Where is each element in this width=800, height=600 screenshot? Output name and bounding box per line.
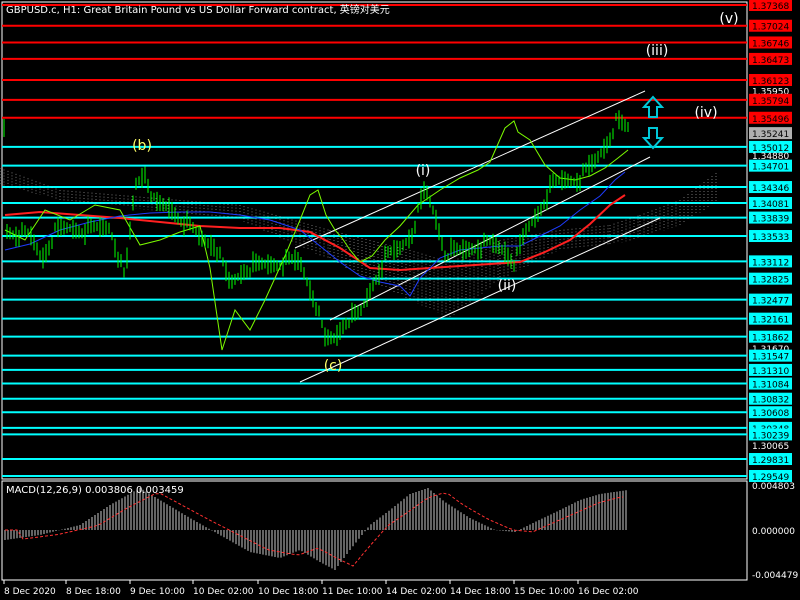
- price-label: 1.32825: [752, 276, 789, 286]
- time-axis: 8 Dec 2020 8 Dec 18:00 9 Dec 10:00 10 Dec 0…: [3, 580, 639, 597]
- price-tag: [749, 453, 792, 466]
- wave-label: (iv): [694, 105, 717, 121]
- price-tag: [749, 377, 792, 390]
- price-label: 1.34701: [752, 163, 789, 173]
- price-label: 1.35794: [752, 97, 789, 107]
- price-label: 1.30065: [752, 442, 789, 452]
- price-tag: [749, 111, 792, 124]
- price-label: 1.31547: [752, 353, 789, 363]
- moving-averages: [4, 120, 629, 351]
- price-tag: [749, 52, 792, 65]
- price-tag: [749, 312, 792, 325]
- wave-label: (b): [132, 138, 152, 154]
- wave-label: (c): [324, 358, 343, 374]
- macd-indicator: [4, 488, 627, 570]
- price-tag: [749, 159, 792, 172]
- price-label: 1.35496: [752, 115, 789, 125]
- wave-label: (iii): [646, 43, 669, 59]
- price-label: 1.36123: [752, 77, 789, 87]
- price-label: 1.37368: [752, 2, 789, 12]
- price-tag: [749, 428, 792, 441]
- price-label: 1.34880: [752, 152, 789, 162]
- price-label: 1.35012: [752, 144, 789, 154]
- macd-signal-line: [5, 492, 624, 567]
- price-label: 1.36746: [752, 39, 789, 49]
- price-tag: [749, 73, 792, 86]
- price-tag: [749, 230, 792, 243]
- price-label: 1.31862: [752, 334, 789, 344]
- channel-upper-line: [294, 90, 646, 249]
- price-label: 1.35950: [752, 87, 789, 97]
- price-label: 1.36473: [752, 56, 789, 66]
- time-label: 10 Dec 18:00: [258, 587, 319, 597]
- price-label: 1.30239: [752, 431, 789, 441]
- macd-scale-zero: 0.000000: [752, 527, 795, 537]
- time-label: 16 Dec 02:00: [578, 587, 639, 597]
- price-scale: 1.37368 1.37024 1.36746 1.36473 1.361231.359…: [749, 0, 792, 483]
- time-label: 9 Dec 10:00: [130, 587, 185, 597]
- ma-blue-line: [4, 171, 626, 297]
- price-tag: [749, 363, 792, 376]
- time-label: 11 Dec 10:00: [322, 587, 383, 597]
- price-tag: [749, 140, 792, 153]
- time-label: 15 Dec 10:00: [514, 587, 575, 597]
- ma-green-line: [4, 120, 629, 351]
- macd-scale-max: 0.004803: [752, 482, 795, 492]
- price-tag: [749, 406, 792, 419]
- price-tag: [749, 211, 792, 224]
- price-label: 1.34081: [752, 200, 789, 210]
- price-label: 1.30832: [752, 396, 789, 406]
- ichimoku-cloud: [0, 168, 717, 318]
- price-tag: [749, 93, 792, 106]
- time-label: 8 Dec 18:00: [66, 587, 121, 597]
- ma-red-line: [4, 194, 626, 272]
- time-label: 14 Dec 18:00: [450, 587, 511, 597]
- price-label: 1.35241: [752, 130, 789, 140]
- price-label: 1.37024: [752, 23, 789, 33]
- price-tag: [749, 349, 792, 362]
- price-label: 1.34346: [752, 184, 789, 194]
- price-label: 1.29549: [752, 473, 789, 483]
- price-label: 1.32477: [752, 297, 789, 307]
- price-label: 1.31084: [752, 381, 789, 391]
- support-resistance-levels: [2, 4, 747, 477]
- macd-pane-border: [1, 480, 748, 581]
- wave-label: (i): [416, 163, 431, 179]
- price-tag: [749, 0, 792, 11]
- current-price-tag: [749, 127, 792, 140]
- down-arrow-icon: [641, 127, 665, 150]
- price-label: 1.33839: [752, 215, 789, 225]
- time-label: 14 Dec 02:00: [386, 587, 447, 597]
- price-label: 1.33533: [752, 233, 789, 243]
- price-label: 1.30608: [752, 409, 789, 419]
- price-tag: [749, 272, 792, 285]
- price-tag: [749, 36, 792, 49]
- price-label: 1.29831: [752, 456, 789, 466]
- main-pane-border: [1, 1, 748, 480]
- price-tag: [749, 293, 792, 306]
- price-tag: [749, 197, 792, 210]
- price-label: 1.31310: [752, 367, 789, 377]
- macd-label: MACD(12,26,9) 0.003806 0.003459: [6, 485, 184, 496]
- price-label: 1.32161: [752, 316, 789, 326]
- elliott-wave-labels: (v) (iii) (iv) (b) (i) (ii) (c): [132, 11, 739, 374]
- chart-title: GBPUSD.c, H1: Great Britain Pound vs US …: [6, 3, 390, 16]
- price-label: 1.33112: [752, 258, 789, 268]
- time-label: 8 Dec 2020: [4, 587, 56, 597]
- channel-lower-line: [299, 217, 661, 383]
- time-label: 10 Dec 02:00: [193, 587, 254, 597]
- price-tag: [749, 255, 792, 268]
- price-tag: [749, 392, 792, 405]
- price-tag: [749, 19, 792, 32]
- price-tag: [749, 470, 792, 482]
- up-arrow-icon: [641, 95, 665, 118]
- price-tag: [749, 181, 792, 194]
- wave-label: (ii): [498, 278, 517, 294]
- price-bars: [3, 110, 629, 347]
- macd-scale-min: -0.004479: [752, 571, 798, 581]
- wave-label: (v): [719, 11, 738, 27]
- price-tag: [749, 330, 792, 343]
